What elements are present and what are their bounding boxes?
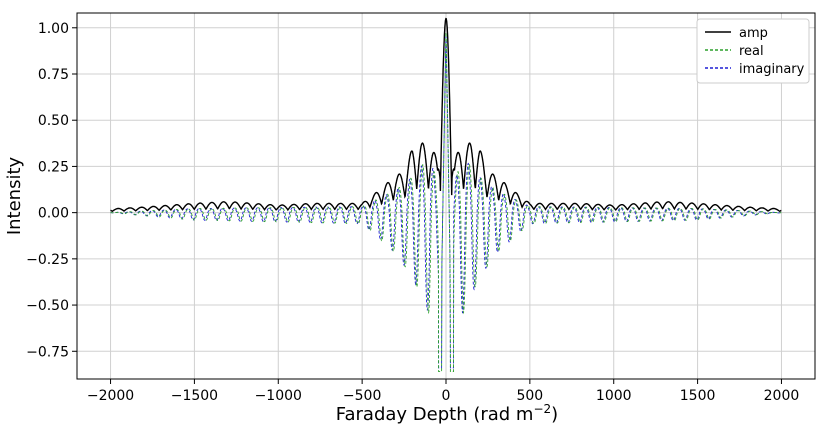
x-tick-label: −1500 [171,388,218,404]
x-tick-label: 0 [442,388,451,404]
y-tick-label: 1.00 [38,21,69,37]
legend: amp real imaginary [696,18,810,84]
y-tick-label: −0.50 [26,298,69,314]
x-axis-title-superscript: −2 [533,402,551,416]
y-tick-label: −0.25 [26,252,69,268]
y-tick-label: 0.75 [38,67,69,83]
x-tick-label: −2000 [87,388,134,404]
series-line-amp [110,17,782,213]
x-tick-label: 500 [516,388,543,404]
x-tick-label: 2000 [764,388,800,404]
grid [77,13,815,379]
x-tick-label: 1500 [680,388,716,404]
legend-label: real [739,44,764,59]
y-tick-label: −0.75 [26,344,69,360]
legend-label: imaginary [739,62,805,77]
y-tick-label: 0.25 [38,159,69,175]
x-axis-title: Faraday Depth (rad m−2) [336,402,558,425]
y-tick-label: 0.00 [38,206,69,222]
legend-box [696,18,810,84]
x-tick-label: −1000 [255,388,302,404]
y-axis-ticks: −0.75 −0.50 −0.25 0.00 0.25 0.50 0.75 1.00 [26,21,77,360]
x-axis-ticks: −2000 −1500 −1000 −500 0 500 1000 1500 2000 [87,379,799,404]
x-tick-label: 1000 [596,388,632,404]
series-group [110,17,782,373]
y-axis-title: Intensity [4,156,25,235]
x-tick-label: −500 [343,388,381,404]
y-tick-label: 0.50 [38,113,69,129]
legend-label: amp [739,26,768,41]
series-line-real [110,32,782,373]
